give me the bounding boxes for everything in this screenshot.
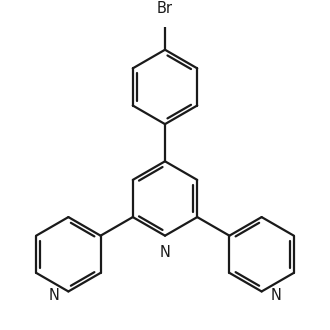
Text: N: N (271, 287, 282, 303)
Text: Br: Br (157, 1, 173, 16)
Text: N: N (48, 287, 59, 303)
Text: N: N (160, 245, 170, 260)
